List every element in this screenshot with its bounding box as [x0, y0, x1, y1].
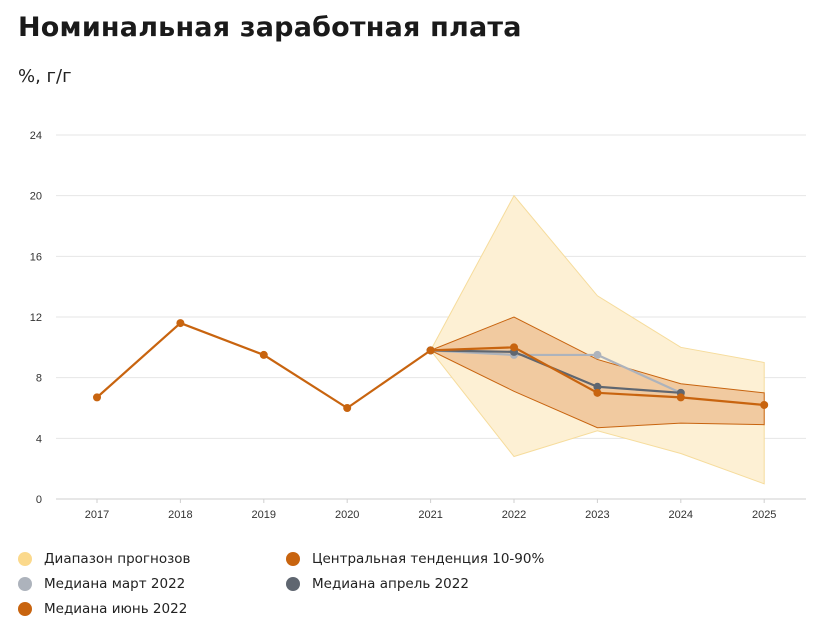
- y-tick-label: 16: [30, 251, 42, 263]
- chart-title: Номинальная заработная плата: [18, 12, 522, 43]
- chart-subtitle: %, г/г: [18, 66, 72, 87]
- legend-marker-icon: [18, 552, 32, 566]
- median-june-point: [510, 343, 518, 352]
- legend-marker-icon: [18, 577, 32, 591]
- x-tick-label: 2022: [502, 509, 526, 521]
- median-june-point: [760, 400, 769, 409]
- median-june-point: [259, 350, 268, 359]
- median-june-point: [676, 393, 685, 402]
- y-tick-label: 0: [36, 494, 42, 506]
- y-tick-label: 12: [30, 312, 42, 324]
- legend-label: Медиана март 2022: [44, 576, 186, 592]
- median-june-point: [426, 346, 435, 355]
- x-tick-label: 2021: [418, 509, 442, 521]
- legend-marker-icon: [286, 552, 300, 566]
- median-march-point: [593, 350, 602, 359]
- median-june-point: [93, 393, 101, 402]
- median-june-point: [343, 404, 352, 412]
- y-tick-label: 4: [36, 433, 42, 445]
- legend-marker-icon: [286, 577, 300, 591]
- legend-item-median-march[interactable]: Медиана март 2022: [18, 576, 185, 592]
- x-tick-label: 2020: [335, 509, 359, 521]
- y-tick-label: 8: [36, 373, 42, 385]
- legend-item-forecast-range[interactable]: Диапазон прогнозов: [18, 551, 190, 567]
- legend-item-central-tendency[interactable]: Центральная тенденция 10-90%: [286, 551, 544, 567]
- x-tick-label: 2018: [168, 509, 192, 521]
- legend-label: Центральная тенденция 10-90%: [312, 551, 545, 567]
- median-april-point: [593, 382, 602, 391]
- x-tick-label: 2019: [252, 509, 276, 521]
- median-march-line: [430, 349, 682, 394]
- legend-item-median-june[interactable]: Медиана июнь 2022: [18, 601, 187, 617]
- legend-marker-icon: [18, 602, 32, 616]
- x-tick-label: 2023: [585, 509, 609, 521]
- median-june-point: [176, 319, 185, 328]
- x-tick-label: 2025: [752, 509, 776, 521]
- legend-label: Медиана июнь 2022: [44, 601, 188, 617]
- x-tick-label: 2017: [85, 509, 109, 521]
- legend-item-median-april[interactable]: Медиана апрель 2022: [286, 576, 469, 592]
- y-tick-label: 20: [30, 191, 42, 203]
- median-june-point: [593, 388, 602, 397]
- legend-label: Медиана апрель 2022: [312, 576, 469, 592]
- x-tick-label: 2024: [669, 509, 693, 521]
- y-tick-label: 24: [30, 130, 42, 142]
- legend-label: Диапазон прогнозов: [44, 551, 191, 567]
